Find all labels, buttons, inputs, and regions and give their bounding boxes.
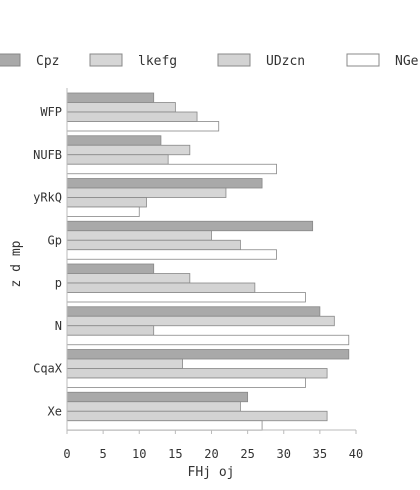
category-labels: WFP NUFB yRkQ Gp p N CqaX Xe [33,105,63,418]
category-label-4: p [55,276,62,290]
bar-1-1 [66,144,191,156]
bar-2-2 [66,197,147,208]
x-tick-label-0: 0 [63,447,70,461]
x-tick-label-7: 35 [313,447,327,461]
bar-0-3 [66,121,220,132]
bar-6-1 [66,358,183,369]
x-tick-label-8: 40 [349,447,363,461]
category-label-1: NUFB [33,148,62,162]
category-label-5: N [55,319,62,333]
bar-1-0 [66,135,162,146]
bar-4-3 [66,292,306,303]
bar-4-1 [66,273,191,284]
bar-5-2 [66,325,155,336]
category-label-2: yRkQ [33,191,62,205]
y-axis-label: z d mp [9,240,24,287]
x-tick-label-2: 10 [132,447,146,461]
bar-4-2 [66,282,256,293]
legend: Cpz lkefg UDzcn NGe [0,53,419,69]
bar-4-0 [66,263,155,274]
x-tick-label-1: 5 [100,447,107,461]
bar-7-1 [66,401,241,412]
bar-5-3 [66,334,350,346]
legend-label-0: Cpz [36,54,59,69]
bar-7-3 [66,420,263,431]
category-label-0: WFP [40,105,62,119]
bar-2-0 [66,178,263,189]
legend-label-3: NGe [395,54,419,69]
x-axis-label: FHj oj [188,465,235,480]
category-label-7: Xe [48,404,62,418]
x-tick-label-6: 30 [277,447,291,461]
bar-0-0 [66,92,155,103]
bar-3-1 [66,230,212,241]
legend-label-1: lkefg [138,54,177,69]
legend-swatch-0 [0,53,21,67]
x-tick-label-3: 15 [168,447,182,461]
bar-5-0 [66,306,321,317]
bar-6-2 [66,368,328,379]
bar-0-2 [66,111,198,122]
bar-7-2 [66,410,328,422]
bar-0-1 [66,102,176,113]
legend-swatch-1 [89,53,123,67]
bar-2-1 [66,187,227,198]
legend-swatch-3 [346,53,380,67]
bar-1-2 [66,154,169,165]
legend-label-2: UDzcn [266,54,305,69]
bars [66,92,350,431]
category-label-3: Gp [48,233,62,247]
bar-3-0 [66,220,314,232]
bar-3-3 [66,249,277,260]
x-ticks: 0 5 10 15 20 25 30 35 40 [63,430,363,461]
x-tick-label-5: 25 [240,447,254,461]
x-tick-label-4: 20 [204,447,218,461]
bar-3-2 [66,239,241,251]
bar-2-3 [66,206,140,217]
bar-6-0 [66,349,350,360]
bar-7-0 [66,391,249,403]
bar-5-1 [66,315,335,327]
bar-1-3 [66,163,277,175]
legend-swatch-2 [217,53,251,67]
category-label-6: CqaX [33,362,63,376]
bar-6-3 [66,377,306,388]
